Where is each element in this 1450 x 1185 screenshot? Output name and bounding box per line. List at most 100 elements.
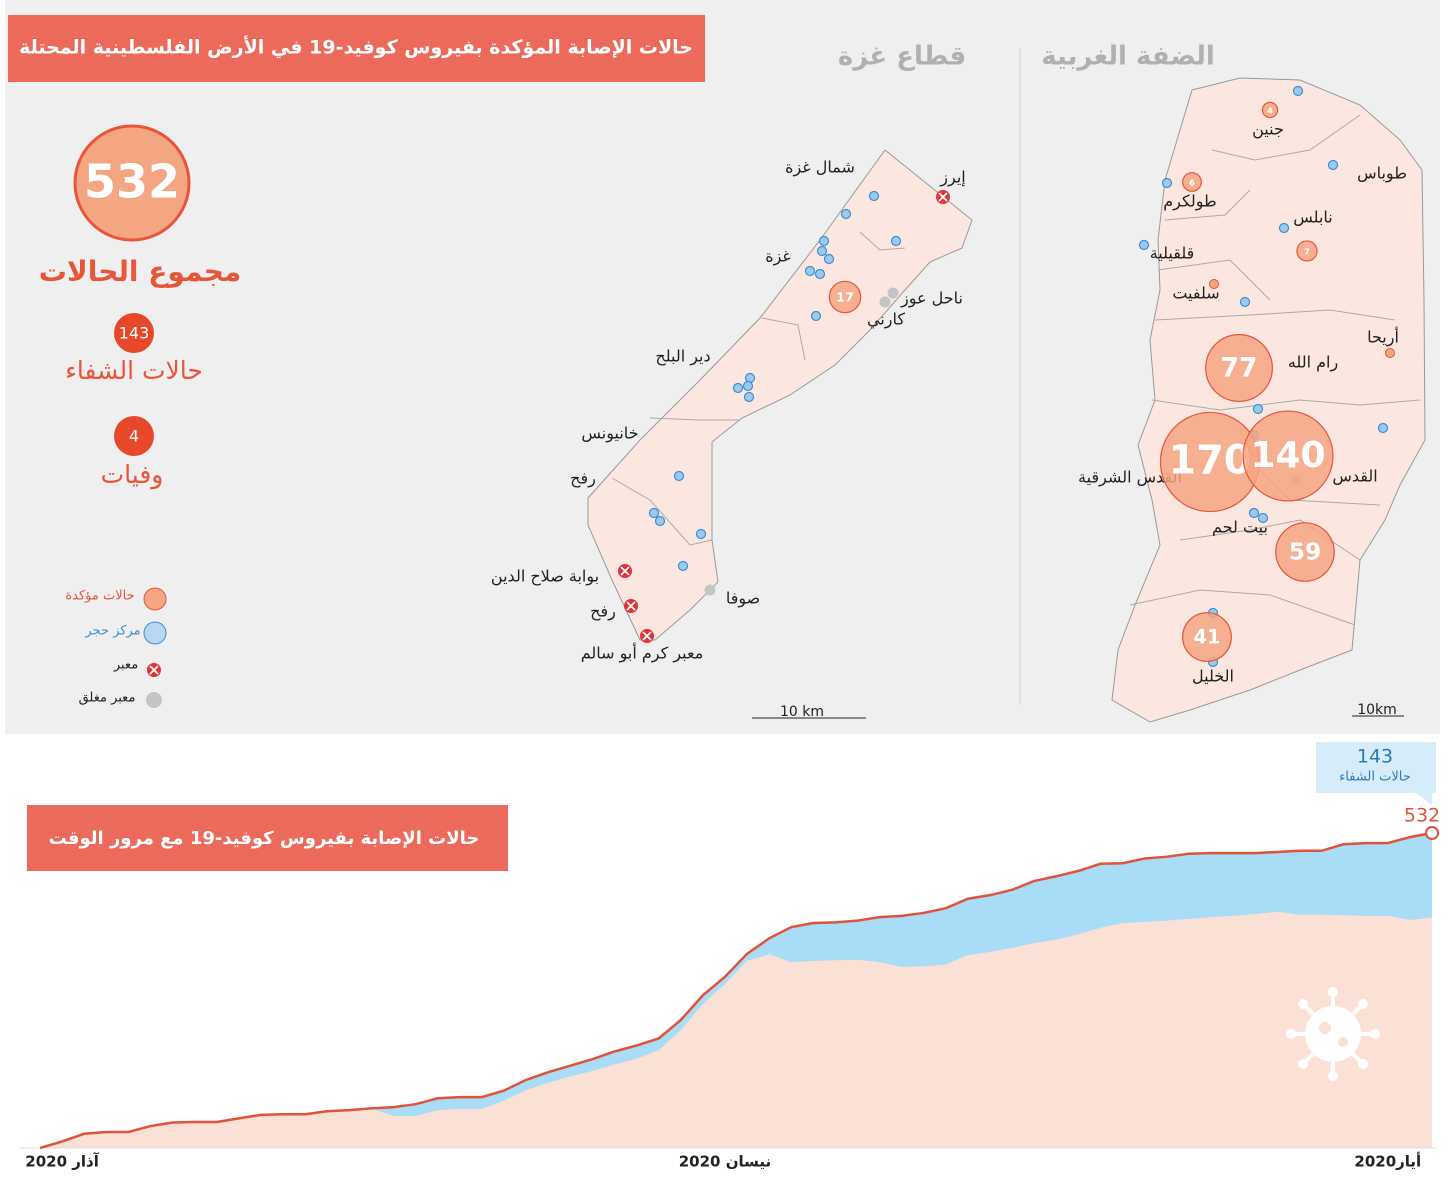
total-label: مجموع الحالات [39,255,242,288]
small-case-dot [1385,348,1395,358]
place-label: طولكرم [1163,192,1216,212]
westbank-title: الضفة الغربية [1041,42,1215,72]
case-value: 140 [1250,435,1325,476]
crossing [620,566,630,576]
place-label: الخليل [1192,667,1234,686]
place-label: شمال غزة [785,158,855,178]
quarantine-dot [673,470,685,482]
case-value: 170 [1169,438,1252,484]
gaza-title: قطاع غزة [838,42,966,72]
x-tick-label: آذار 2020 [25,1153,99,1171]
quarantine-dot [1239,296,1251,308]
closed-crossing [879,296,891,308]
deaths-value: 4 [129,427,139,446]
place-label: كارني [867,310,905,330]
quarantine-dot [804,265,816,277]
case-bubble [1242,410,1334,502]
place-label: إيرز [939,168,965,188]
legend-symbol [143,587,167,611]
chart-title-box [27,805,508,871]
place-label: صوفا [726,589,760,609]
place-label: معبر كرم أبو سالم [581,643,704,664]
place-label: رفح [570,469,596,489]
recovered-area [40,833,1432,1148]
quarantine-dot [695,528,707,540]
place-label: طوباس [1357,164,1407,184]
quarantine-dot [1252,403,1264,415]
area-chart: 532 آذار 2020 نيسان 2020 أيار2020 [20,805,1440,1171]
legend-symbol [149,665,159,675]
recovered-label: حالات الشفاء [65,356,203,385]
header-box [8,15,705,82]
x-tick-label: أيار2020 [1354,1152,1421,1171]
legend-label: معبر مغلق [79,691,136,706]
quarantine-dot [743,391,755,403]
chart-title: حالات الإصابة بفيروس كوفيد-19 مع مرور ال… [49,828,480,849]
x-tick-label: نيسان 2020 [679,1153,771,1171]
quarantine-dot [868,190,880,202]
quarantine-dot [732,382,744,394]
quarantine-dot [742,380,754,392]
quarantine-dot [1248,507,1260,519]
gaza-boundaries [611,231,906,546]
quarantine-dot [1138,239,1150,251]
quarantine-dot [823,253,835,265]
virus-icon [1286,987,1380,1081]
deaths-label: وفيات [101,460,164,490]
quarantine-dot [814,268,826,280]
place-label: القدس الشرقية [1078,468,1182,488]
total-circle [73,124,191,242]
quarantine-dot [890,235,902,247]
quarantine-dot [816,245,828,257]
place-label: قلقيلية [1150,244,1195,263]
quarantine-dot [1327,159,1339,171]
end-value: 532 [1404,805,1440,827]
legend-symbol [143,621,167,645]
case-value: 7 [1304,248,1310,257]
place-label: خانيونس [581,424,638,444]
quarantine-dot [1377,422,1389,434]
cases-line [39,831,1433,1150]
gaza-shape [587,149,973,641]
gaza-scale: 10 km [780,704,824,720]
quarantine-dot [840,208,852,220]
quarantine-dot [810,310,822,322]
place-label: رفح [590,602,616,622]
legend-label: معبر [113,658,138,673]
total-value: 532 [84,155,180,209]
case-value: 17 [836,290,853,305]
closed-crossing [704,584,716,596]
quarantine-dot [648,507,660,519]
case-bubble [1296,240,1318,262]
end-marker [1425,826,1439,840]
case-value: 59 [1289,538,1322,566]
quarantine-dot [1292,85,1304,97]
place-label: أريحا [1367,327,1399,348]
place-label: جنين [1252,120,1284,140]
legend-label: حالات مؤكدة [65,589,134,604]
place-label: دير البلح [655,347,710,367]
place-label: القدس [1332,467,1377,486]
case-bubble [1261,101,1279,119]
callout-pointer [1416,793,1432,805]
legend-label: مركز حجر [84,624,140,639]
case-bubble [1275,522,1335,582]
place-label: سلفيت [1172,284,1219,303]
crossing [938,192,948,202]
recovered-circle [114,313,154,353]
header-title: حالات الإصابة المؤكدة بفيروس كوفيد-19 في… [19,36,693,59]
recovered-callout-label: حالات الشفاء [1339,770,1411,785]
small-case-dot [1209,279,1219,289]
westbank-shape [1111,77,1426,723]
place-label: ناحل عوز [900,289,963,309]
place-label: نابلس [1293,208,1332,228]
place-label: غزة [765,247,791,267]
recovered-callout-value: 143 [1357,746,1393,768]
westbank-scale: 10km [1357,702,1397,718]
place-label: رام الله [1288,353,1338,373]
case-value: 41 [1193,626,1220,649]
closed-crossing [887,287,899,299]
crossing [626,601,636,611]
case-bubble [828,280,862,314]
recovered-value: 143 [119,324,150,343]
